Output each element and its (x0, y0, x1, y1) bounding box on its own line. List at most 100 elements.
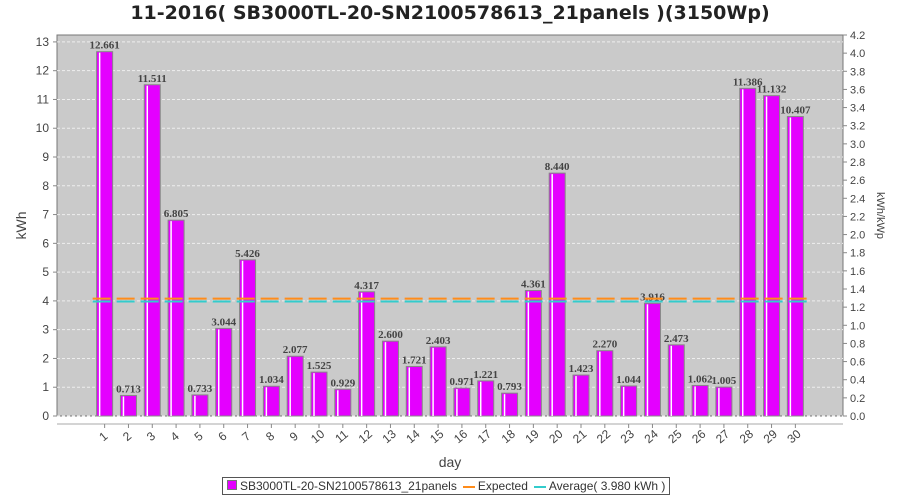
bar (477, 380, 495, 417)
bar (143, 84, 161, 417)
y-tick-label: 4 (42, 294, 49, 308)
y2-tick-label: 2.4 (850, 193, 865, 205)
x-tick-label: 16 (451, 427, 470, 447)
plot-area (56, 34, 844, 417)
legend-item-series: SB3000TL-20-SN2100578613_21panels (227, 479, 457, 493)
y-tick-label: 1 (42, 380, 49, 394)
y2-tick-label: 3.6 (850, 84, 865, 96)
data-label: 8.440 (545, 161, 570, 173)
y-tick-label: 7 (42, 208, 49, 222)
bar (548, 172, 566, 417)
y2-tick-label: 2.2 (850, 211, 865, 223)
y2-tick-label: 3.8 (850, 66, 865, 78)
bar (334, 388, 352, 417)
y-tick-label: 2 (42, 351, 49, 365)
y2-tick-label: 2.6 (850, 175, 865, 187)
y2-tick-label: 0.2 (850, 393, 865, 405)
x-tick-label: 21 (570, 427, 589, 447)
data-label: 11.511 (138, 73, 167, 85)
y-tick-label: 0 (42, 409, 49, 423)
legend-item-expected: Expected (462, 479, 528, 493)
x-tick-label: 19 (522, 427, 541, 447)
data-label: 3.916 (640, 291, 665, 303)
x-tick-label: 25 (665, 427, 684, 447)
data-label: 1.721 (402, 354, 427, 366)
x-tick-label: 6 (215, 429, 229, 444)
data-label: 1.005 (712, 375, 737, 387)
data-label: 4.361 (521, 279, 546, 291)
x-tick-label: 1 (96, 429, 110, 444)
data-label: 1.034 (259, 374, 284, 386)
bar (286, 355, 304, 417)
data-label: 0.733 (188, 383, 213, 395)
x-tick-label: 3 (144, 429, 158, 444)
data-label: 0.713 (116, 383, 141, 395)
bar (596, 350, 614, 417)
bar (643, 302, 661, 417)
y2-tick-label: 2.0 (850, 230, 865, 242)
bar (96, 51, 114, 417)
bar (429, 346, 447, 417)
data-label: 0.971 (450, 376, 475, 388)
y2-tick-label: 0.4 (850, 375, 865, 387)
data-label: 6.805 (164, 208, 189, 220)
data-label: 0.793 (497, 381, 522, 393)
data-label: 11.132 (757, 84, 787, 96)
bar (786, 116, 804, 417)
bar (739, 87, 757, 417)
data-label: 4.317 (354, 280, 379, 292)
x-tick-label: 9 (287, 429, 301, 444)
bar (763, 95, 781, 417)
bar (620, 385, 638, 417)
y2-tick-label: 3.0 (850, 139, 865, 151)
y-tick-label: 8 (42, 179, 49, 193)
bar (715, 386, 733, 417)
x-tick-label: 18 (499, 427, 518, 447)
y2-tick-label: 0.8 (850, 338, 865, 350)
bar (358, 291, 376, 417)
y2-tick-label: 3.2 (850, 121, 865, 133)
x-tick-label: 26 (689, 427, 708, 447)
bar (667, 344, 685, 417)
data-label: 5.426 (235, 248, 260, 260)
y-tick-label: 12 (36, 64, 50, 78)
data-label: 1.423 (569, 363, 594, 375)
bar (453, 387, 471, 417)
data-label: 10.407 (780, 105, 811, 117)
y-tick-label: 6 (42, 236, 49, 250)
data-label: 2.270 (592, 339, 617, 351)
y2-tick-label: 1.0 (850, 320, 865, 332)
x-tick-label: 20 (546, 427, 565, 447)
x-tick-label: 5 (192, 429, 206, 444)
bar (167, 219, 185, 417)
y-tick-label: 3 (42, 323, 49, 337)
x-tick-label: 27 (713, 427, 732, 447)
y-tick-label: 10 (36, 121, 50, 135)
x-tick-label: 24 (642, 427, 661, 447)
data-label: 0.929 (330, 377, 355, 389)
x-tick-label: 29 (761, 427, 780, 447)
x-tick-label: 30 (784, 427, 803, 447)
data-label: 2.077 (283, 344, 308, 356)
y-tick-label: 13 (36, 35, 50, 49)
x-tick-label: 14 (403, 427, 422, 447)
y2-tick-label: 0.0 (850, 411, 865, 423)
bar (191, 394, 209, 417)
data-label: 1.525 (307, 360, 332, 372)
bar (310, 371, 328, 417)
x-tick-label: 8 (263, 429, 277, 444)
y-axis-label: kWh (13, 212, 29, 240)
bar (524, 290, 542, 417)
x-tick-label: 10 (308, 427, 327, 447)
legend: SB3000TL-20-SN2100578613_21panels Expect… (222, 477, 671, 495)
y2-tick-label: 4.0 (850, 48, 865, 60)
x-tick-label: 7 (239, 429, 253, 444)
data-label: 2.403 (426, 335, 451, 347)
y2-tick-label: 2.8 (850, 157, 865, 169)
bar (119, 394, 137, 417)
bar (262, 385, 280, 417)
x-axis-label: day (439, 454, 462, 470)
y2-tick-label: 0.6 (850, 357, 865, 369)
x-tick-label: 15 (427, 427, 446, 447)
